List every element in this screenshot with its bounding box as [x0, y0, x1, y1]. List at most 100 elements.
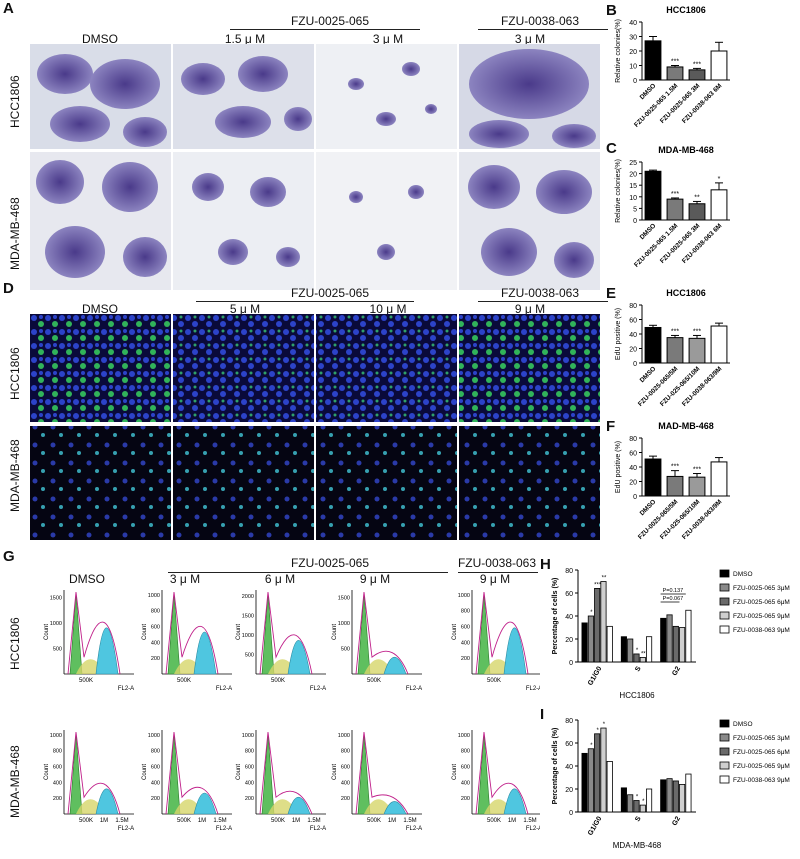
- panel-g-col-4: 9 μ M: [359, 572, 391, 586]
- chart-F-ytick-label: 20: [629, 480, 637, 487]
- chart-H-bar: [606, 625, 613, 663]
- chart-E-significance: ***: [693, 328, 701, 335]
- flow-g2-peak: [503, 627, 527, 675]
- flow-g2-peak: [383, 656, 407, 675]
- flow-fit-line: [475, 731, 529, 815]
- chart-C-significance: **: [694, 194, 700, 201]
- panel-a-col-dmso: DMSO: [82, 32, 118, 46]
- flow-xtick-label: 1.5M: [115, 818, 128, 824]
- chart-I-category-label: S: [634, 815, 643, 823]
- chart-B-category-label: FZU-0038-063 6M: [681, 82, 724, 125]
- chart-C-bar: [688, 203, 706, 221]
- flow-xtick-label: 500K: [487, 678, 501, 684]
- flow-histogram: 500 1000 1500 2000 Count 500K FL2-A: [236, 590, 326, 692]
- chart-E-category-label: FZU-025-065/10M: [659, 365, 702, 408]
- chart-H-ylabel: Percentage of cells (%): [552, 578, 559, 655]
- chart-F-category-label: FZU-025-065/10M: [659, 498, 702, 541]
- chart-H-ytick-label: 40: [565, 614, 573, 621]
- chart-i: Percentage of cells (%)020406080***G1/G0…: [552, 718, 790, 850]
- panel-g-col-5: 9 μ M: [479, 572, 511, 586]
- flow-ytick-label: 500: [341, 647, 350, 653]
- flow-ytick-label: 400: [461, 640, 470, 646]
- chart-B-bar: [644, 40, 662, 81]
- micrograph-d-hcc-10: [316, 314, 457, 422]
- chart-E-ylabel: EdU positive (%): [615, 308, 622, 360]
- flow-histogram: 200 400 600 800 1000 Count 500K FL2-A: [142, 590, 232, 692]
- micrograph-a-mda-dmso: [30, 152, 171, 290]
- flow-ylabel: Count: [332, 624, 338, 640]
- flow-ytick-label: 400: [461, 780, 470, 786]
- flow-ytick-label: 200: [461, 656, 470, 662]
- chart-H-legend-label: FZU-0025-065 9μM: [733, 613, 790, 620]
- chart-H-bar: [646, 636, 653, 663]
- flow-histogram: 500 1000 1500 Count 500K FL2-A: [332, 590, 422, 692]
- flow-fit-line: [355, 731, 409, 815]
- chart-I-legend-label: FZU-0025-065 6μM: [733, 749, 790, 756]
- chart-H-bar: [660, 617, 667, 663]
- panel-d-row-hcc1806: HCC1806: [8, 347, 22, 400]
- chart-C-ytick-label: 0: [633, 218, 637, 225]
- chart-I-legend-swatch: [719, 733, 730, 742]
- chart-E-ytick-label: 80: [629, 303, 637, 310]
- panel-g-col-2: 3 μ M: [169, 572, 201, 586]
- panel-a-col-3: 3 μ M: [372, 32, 404, 46]
- panel-d-col-dmso: DMSO: [82, 302, 118, 316]
- flow-ytick-label: 1000: [242, 633, 254, 639]
- chart-B-bar: [688, 69, 706, 81]
- flow-xlabel: FL2-A: [526, 686, 540, 692]
- chart-B-title: HCC1806: [666, 5, 706, 15]
- flow-xlabel: FL2-A: [526, 826, 540, 832]
- chart-H-significance: **: [641, 651, 646, 657]
- chart-I-bar: [685, 773, 692, 813]
- chart-I-ytick-label: 40: [565, 764, 573, 771]
- flow-ytick-label: 200: [53, 796, 62, 802]
- panel-a-group1-line: [230, 29, 420, 30]
- chart-F-ylabel: EdU positive (%): [615, 441, 622, 493]
- chart-H-legend-swatch: [719, 569, 730, 578]
- flow-xtick-label: 1.5M: [403, 818, 416, 824]
- micrograph-d-mda-dmso: [30, 426, 171, 540]
- chart-H-bar: [594, 587, 601, 663]
- panel-a-row-mdamb468: MDA-MB-468: [8, 197, 22, 270]
- chart-F-bar: [710, 461, 728, 497]
- chart-I-significance: *: [590, 743, 593, 749]
- chart-H-ytick-label: 80: [565, 568, 573, 575]
- panel-label-i: I: [540, 706, 545, 723]
- panel-g-col-dmso: DMSO: [69, 572, 105, 586]
- flow-ytick-label: 1000: [338, 621, 350, 627]
- micrograph-a-hcc-3: [316, 44, 457, 149]
- chart-B-ytick-label: 30: [629, 35, 637, 42]
- chart-I-bar: [627, 794, 634, 813]
- flow-ylabel: Count: [236, 764, 242, 780]
- chart-F-ytick-label: 40: [629, 465, 637, 472]
- chart-I-significance: *: [596, 728, 599, 734]
- panel-label-b: B: [606, 2, 617, 19]
- chart-E-significance: ***: [671, 328, 679, 335]
- panel-label-e: E: [606, 285, 617, 302]
- chart-B-ytick-label: 0: [633, 78, 637, 85]
- flow-g2-peak: [287, 640, 311, 675]
- chart-E-bar: [710, 325, 728, 364]
- chart-E-ytick-label: 0: [633, 361, 637, 368]
- chart-I-legend-swatch: [719, 775, 730, 784]
- flow-histogram: 200 400 600 800 1000 Count 500K 1M 1.5M FL2-A: [236, 730, 326, 832]
- flow-xlabel: FL2-A: [216, 826, 232, 832]
- panel-a-col-2: 1.5 μ M: [224, 32, 266, 46]
- chart-I-bar: [594, 733, 601, 813]
- chart-B-ytick-label: 10: [629, 64, 637, 71]
- micrograph-a-hcc-dmso: [30, 44, 171, 149]
- chart-C-ytick-label: 5: [633, 206, 637, 213]
- chart-H-ytick-label: 0: [569, 660, 573, 667]
- flow-ytick-label: 800: [461, 749, 470, 755]
- flow-g2-peak: [287, 796, 311, 815]
- chart-F-ytick-label: 60: [629, 451, 637, 458]
- micrograph-a-mda-3: [316, 152, 457, 290]
- panel-label-f: F: [606, 418, 616, 435]
- chart-E-ytick-label: 40: [629, 332, 637, 339]
- chart-f: MAD-MB-468 EdU positive (%) 0 20 40 60 80 DMSO *…: [615, 421, 730, 541]
- chart-F-category-label: FZU-0025-065/5M: [637, 498, 680, 541]
- chart-I-ytick-label: 80: [565, 718, 573, 725]
- chart-H-legend-swatch: [719, 625, 730, 634]
- panel-d-group2-line: [478, 301, 608, 302]
- chart-c: MDA-MB-468 Relative colonies(%) 0 5 10 15 20 25…: [615, 145, 730, 269]
